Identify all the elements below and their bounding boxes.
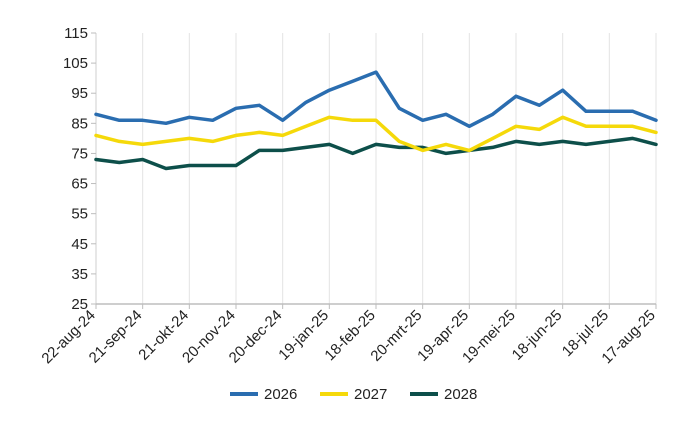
x-tick-label: 18-jun-25 (509, 307, 566, 364)
y-tick-label: 85 (71, 115, 88, 132)
y-tick-label: 105 (63, 55, 88, 72)
x-axis-tick-labels: 22-aug-2421-sep-2421-okt-2420-nov-2420-d… (38, 307, 658, 367)
axes (91, 32, 657, 309)
legend: 2026 2027 2028 (230, 386, 477, 403)
y-tick-label: 25 (71, 296, 88, 313)
y-tick-label: 115 (64, 25, 88, 42)
legend-label-2027: 2027 (354, 386, 387, 403)
series-lines (94, 70, 658, 171)
legend-label-2026: 2026 (264, 386, 297, 403)
series-line-2028 (94, 136, 658, 171)
y-axis-tick-labels: 25 35 45 55 65 75 85 95 105 115 (63, 25, 88, 313)
series-line-2026 (94, 70, 658, 129)
y-tick-label: 65 (71, 176, 88, 193)
series-line-2027 (94, 115, 658, 153)
legend-label-2028: 2028 (444, 386, 477, 403)
y-tick-label: 75 (71, 145, 88, 162)
grid-lines (95, 33, 657, 304)
y-tick-label: 55 (71, 206, 88, 223)
y-tick-label: 95 (71, 85, 88, 102)
y-tick-label: 45 (71, 236, 88, 253)
y-tick-label: 35 (71, 266, 88, 283)
